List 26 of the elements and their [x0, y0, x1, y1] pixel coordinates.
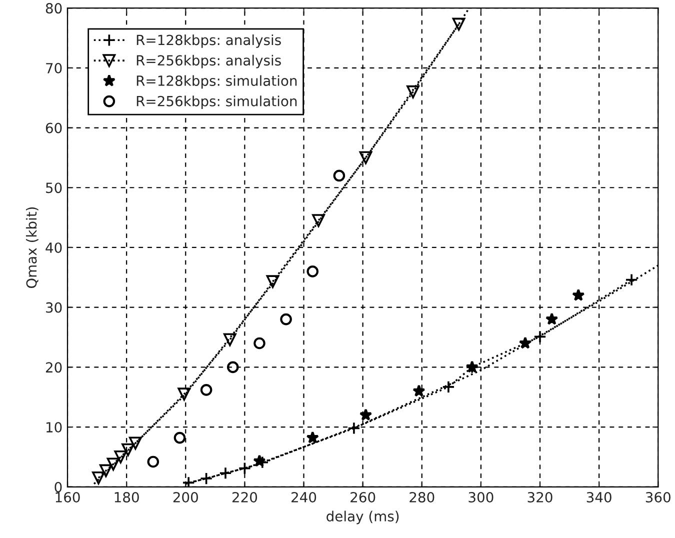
legend-label: R=256kbps: analysis: [136, 54, 281, 68]
y-tick-label: 30: [46, 302, 62, 313]
x-axis-title: delay (ms): [326, 510, 399, 524]
x-tick-label: 240: [292, 492, 316, 502]
legend-label: R=128kbps: analysis: [136, 34, 281, 48]
x-tick-label: 320: [528, 492, 552, 502]
y-tick-label: 0: [54, 482, 62, 492]
y-tick-label: 40: [46, 242, 62, 253]
legend-label: R=256kbps: simulation: [136, 96, 297, 110]
x-tick-label: 220: [232, 492, 258, 502]
y-tick-label: 80: [46, 3, 62, 14]
x-tick-label: 260: [350, 492, 376, 502]
x-tick-label: 360: [646, 492, 670, 502]
x-tick-label: 340: [586, 492, 612, 502]
x-tick-label: 300: [468, 492, 494, 502]
x-tick-label: 180: [114, 492, 139, 502]
y-tick-label: 50: [46, 182, 62, 194]
x-tick-label: 200: [173, 492, 198, 502]
y-tick-label: 20: [46, 362, 62, 373]
y-axis-title: Qmax (kbit): [26, 207, 38, 288]
x-tick-label: 160: [56, 492, 80, 502]
y-tick-label: 10: [46, 422, 62, 433]
y-tick-label: 60: [46, 122, 62, 134]
y-tick-label: 70: [46, 62, 62, 74]
x-tick-label: 280: [410, 492, 434, 502]
legend-label: R=128kbps: simulation: [136, 75, 297, 89]
